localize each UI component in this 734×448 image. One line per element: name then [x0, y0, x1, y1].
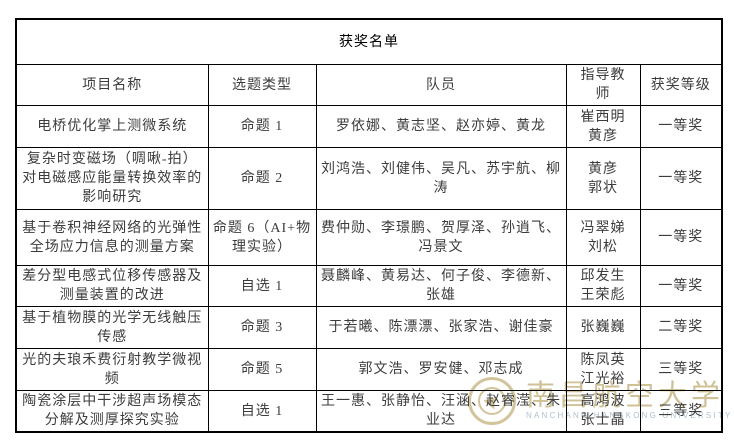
advisors-cell: 邱发生 王荣彪: [565, 265, 641, 307]
topic-type-cell: 命题 5: [207, 348, 317, 391]
table-row: 基于卷积神经网络的光弹性全场应力信息的测量方案 命题 6（AI+物理实验） 费仲…: [15, 209, 723, 266]
team-members-cell: 郭文浩、罗安健、邓志成: [315, 348, 567, 391]
topic-type-cell: 命题 2: [207, 147, 317, 210]
table-row: 复杂时变磁场（啁啾-拍）对电磁感应能量转换效率的影响研究 命题 2 刘鸿浩、刘健…: [15, 147, 723, 210]
table-row: 基于植物膜的光学无线触压传感 命题 3 于若曦、陈漂漂、张家浩、谢佳豪 张巍巍 …: [15, 306, 723, 349]
team-members-cell: 于若曦、陈漂漂、张家浩、谢佳豪: [315, 306, 567, 349]
project-name-cell: 基于卷积神经网络的光弹性全场应力信息的测量方案: [15, 209, 209, 266]
advisors-cell: 陈凤英 江光裕: [565, 348, 641, 391]
project-name-cell: 复杂时变磁场（啁啾-拍）对电磁感应能量转换效率的影响研究: [15, 147, 209, 210]
award-level-cell: 三等奖: [639, 390, 723, 433]
award-level-cell: 一等奖: [639, 147, 723, 210]
header-row: 项目名称 选题类型 队员 指导教师 获奖等级: [15, 64, 723, 106]
team-members-cell: 罗依娜、黄志坚、赵亦婷、黄龙: [315, 105, 567, 148]
project-name-cell: 电桥优化掌上测微系统: [15, 105, 209, 148]
project-name-cell: 陶瓷涂层中干涉超声场模态分解及测厚探究实验: [15, 390, 209, 433]
table-row: 陶瓷涂层中干涉超声场模态分解及测厚探究实验 自选 1 王一惠、张静怡、汪涵、赵睿…: [15, 390, 723, 433]
title-row: 获奖名单: [15, 18, 723, 65]
column-header-project: 项目名称: [15, 64, 209, 106]
column-header-award-level: 获奖等级: [639, 64, 723, 106]
topic-type-cell: 自选 1: [207, 390, 317, 433]
project-name-cell: 差分型电感式位移传感器及测量装置的改进: [15, 265, 209, 307]
topic-type-cell: 自选 1: [207, 265, 317, 307]
advisors-cell: 张巍巍: [565, 306, 641, 349]
project-name-cell: 基于植物膜的光学无线触压传感: [15, 306, 209, 349]
column-header-advisors: 指导教师: [565, 64, 641, 106]
column-header-topic-type: 选题类型: [207, 64, 317, 106]
award-level-cell: 三等奖: [639, 348, 723, 391]
advisors-cell: 高鸿波 张士晶: [565, 390, 641, 433]
table-row: 差分型电感式位移传感器及测量装置的改进 自选 1 聂麟峰、黄易达、何子俊、李德新…: [15, 265, 723, 307]
team-members-cell: 聂麟峰、黄易达、何子俊、李德新、张雄: [315, 265, 567, 307]
award-level-cell: 一等奖: [639, 265, 723, 307]
project-name-cell: 光的夫琅禾费衍射教学微视频: [15, 348, 209, 391]
topic-type-cell: 命题 1: [207, 105, 317, 148]
award-level-cell: 一等奖: [639, 105, 723, 148]
award-table: 获奖名单 项目名称 选题类型 队员 指导教师 获奖等级 电桥优化掌上测微系统 命…: [15, 18, 723, 433]
award-level-cell: 一等奖: [639, 209, 723, 266]
topic-type-cell: 命题 6（AI+物理实验）: [207, 209, 317, 266]
team-members-cell: 刘鸿浩、刘健伟、吴凡、苏宇航、柳涛: [315, 147, 567, 210]
award-level-cell: 二等奖: [639, 306, 723, 349]
team-members-cell: 王一惠、张静怡、汪涵、赵睿滢、朱业达: [315, 390, 567, 433]
advisors-cell: 崔西明 黄彦: [565, 105, 641, 148]
topic-type-cell: 命题 3: [207, 306, 317, 349]
advisors-cell: 冯翠娣 刘松: [565, 209, 641, 266]
team-members-cell: 费仲勋、李璟鹏、贺厚泽、孙逍飞、冯景文: [315, 209, 567, 266]
table-row: 电桥优化掌上测微系统 命题 1 罗依娜、黄志坚、赵亦婷、黄龙 崔西明 黄彦 一等…: [15, 105, 723, 148]
table-row: 光的夫琅禾费衍射教学微视频 命题 5 郭文浩、罗安健、邓志成 陈凤英 江光裕 三…: [15, 348, 723, 391]
column-header-members: 队员: [315, 64, 567, 106]
page-title: 获奖名单: [15, 18, 723, 65]
advisors-cell: 黄彦 郭状: [565, 147, 641, 210]
